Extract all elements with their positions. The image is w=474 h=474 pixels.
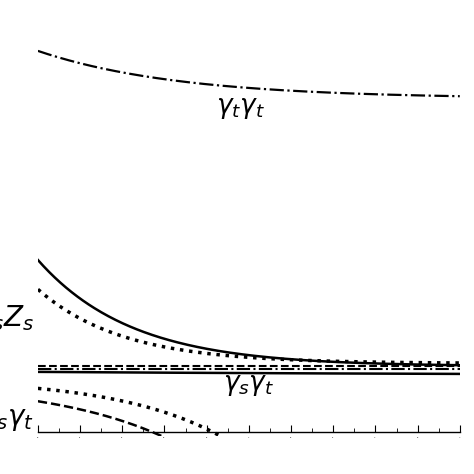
Text: $\gamma_s\gamma_t$: $\gamma_s\gamma_t$ xyxy=(0,406,34,433)
Text: $\gamma_t\gamma_t$: $\gamma_t\gamma_t$ xyxy=(216,96,265,121)
Text: $\gamma_s\gamma_t$: $\gamma_s\gamma_t$ xyxy=(223,373,274,398)
Text: $\gamma_s Z_s$: $\gamma_s Z_s$ xyxy=(0,303,34,334)
